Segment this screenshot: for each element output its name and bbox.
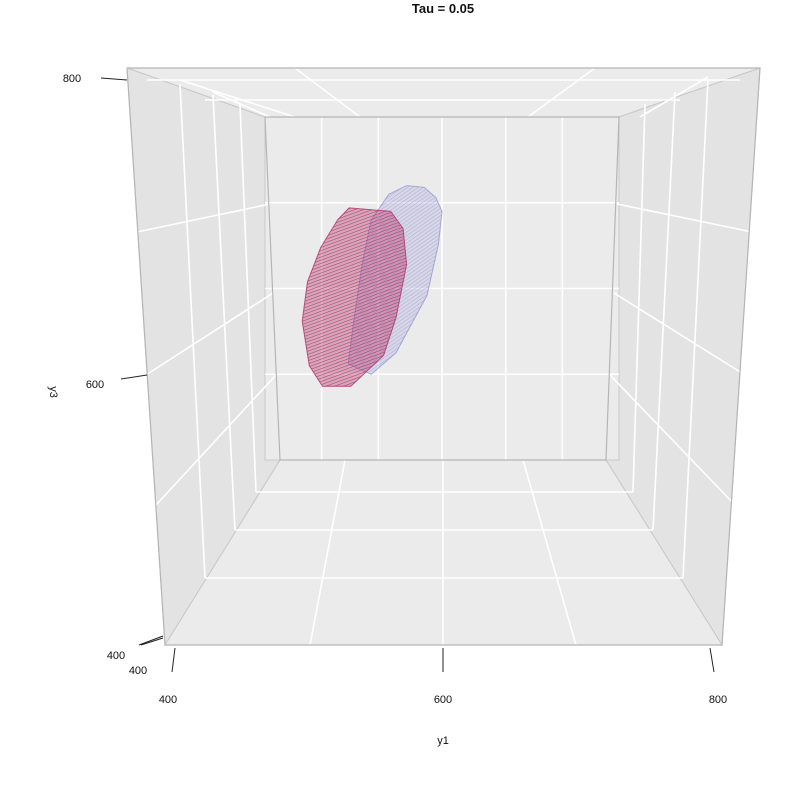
y-tick-label: 400	[129, 665, 147, 677]
left-grid-line	[212, 94, 236, 531]
right-grid-line	[652, 91, 676, 531]
top-grid-line	[527, 67, 596, 118]
x-tick-mark	[709, 647, 715, 673]
floor-grid-line	[522, 459, 577, 646]
chart-title: Tau = 0.05	[412, 1, 474, 16]
x-axis-label: y1	[437, 735, 449, 747]
z-tick-label: 400	[107, 650, 125, 662]
y-tick-mark	[140, 637, 164, 646]
left-grid-line	[239, 103, 257, 493]
z-tick-mark	[138, 635, 164, 646]
z-tick-label: 600	[86, 379, 104, 391]
right-grid-line	[613, 292, 746, 376]
x-tick-label: 600	[434, 694, 452, 706]
surface-2	[301, 207, 408, 387]
floor-grid-line	[309, 459, 346, 646]
right-grid-line	[682, 79, 709, 579]
left-grid-line	[155, 374, 277, 506]
grid-lines	[136, 67, 753, 646]
x-tick-label: 800	[709, 694, 727, 706]
x-tick-mark	[171, 647, 176, 673]
top-grid-line	[212, 91, 271, 118]
right-grid-line	[616, 203, 753, 233]
z-tick-label: 800	[63, 73, 81, 85]
right-grid-line	[632, 103, 646, 493]
top-grid-line	[179, 79, 296, 118]
surfaces	[301, 185, 443, 387]
left-grid-line	[136, 203, 271, 233]
box-edges	[126, 67, 761, 646]
z-tick-mark	[100, 77, 128, 81]
top-grid-line	[294, 67, 361, 118]
right-grid-line	[609, 374, 736, 506]
left-grid-line	[145, 292, 274, 376]
left-grid-line	[179, 83, 206, 579]
z-axis-label: y3	[47, 386, 59, 398]
x-tick-label: 400	[159, 694, 177, 706]
z-tick-mark	[120, 374, 148, 380]
